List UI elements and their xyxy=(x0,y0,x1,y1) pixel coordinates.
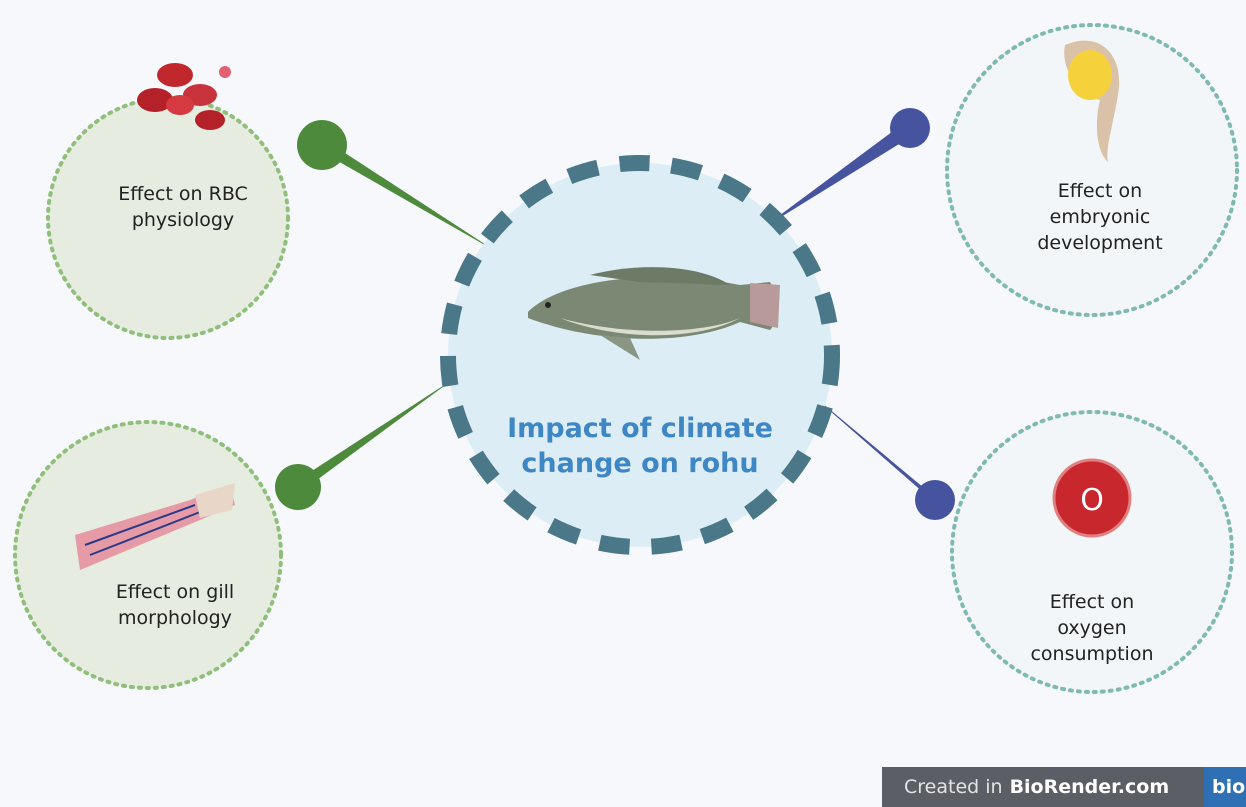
footer-prefix: Created in xyxy=(904,776,1003,798)
diagram: O Impact of climate change on rohu Effec… xyxy=(0,0,1246,807)
connector xyxy=(760,120,912,230)
node-label: Effect on gill xyxy=(116,581,234,603)
node-label: oxygen xyxy=(1057,617,1126,639)
node-circle xyxy=(15,422,281,688)
connector xyxy=(322,138,497,252)
page: O Impact of climate change on rohu Effec… xyxy=(0,0,1246,807)
node-label: development xyxy=(1037,232,1162,254)
node-label: morphology xyxy=(118,607,232,629)
connector xyxy=(298,378,455,494)
node-label: physiology xyxy=(132,209,234,231)
footer-brand: BioRender.com xyxy=(1010,776,1170,798)
connector-node xyxy=(275,464,321,510)
connector-node xyxy=(915,480,955,520)
node-label: Effect on xyxy=(1058,180,1142,202)
node-label: consumption xyxy=(1030,643,1153,665)
footer-logo: bio xyxy=(1204,767,1246,807)
node-label: Effect on RBC xyxy=(118,183,248,205)
node-label: Effect on xyxy=(1050,591,1134,613)
center-label: Impact of climate xyxy=(507,413,773,444)
oxygen-symbol: O xyxy=(1080,483,1104,518)
footer: Created in BioRender.com bio xyxy=(882,767,1246,807)
center-circle xyxy=(448,163,832,547)
node-label: embryonic xyxy=(1050,206,1151,228)
center-label: change on rohu xyxy=(521,448,758,479)
connector-node xyxy=(890,108,930,148)
connector-node xyxy=(297,120,347,170)
